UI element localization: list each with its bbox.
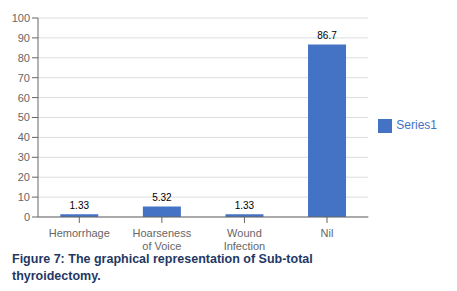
html-text:Series1: Series1	[396, 118, 437, 133]
html-text:thyroidectomy.: thyroidectomy.	[12, 269, 101, 283]
svg-text:20: 20	[18, 171, 30, 183]
svg-text:86.7: 86.7	[317, 30, 337, 41]
svg-text:100: 100	[12, 12, 30, 24]
svg-text:Hemorrhage: Hemorrhage	[49, 227, 110, 239]
svg-text:WoundInfection: WoundInfection	[224, 227, 266, 251]
svg-text:40: 40	[18, 131, 30, 143]
svg-text:Nil: Nil	[321, 227, 334, 239]
svg-text:Hoarsenessof Voice: Hoarsenessof Voice	[133, 227, 192, 251]
svg-text:5.32: 5.32	[152, 192, 172, 203]
svg-text:30: 30	[18, 151, 30, 163]
svg-text:1.33: 1.33	[235, 200, 255, 211]
svg-text:90: 90	[18, 32, 30, 44]
svg-text:10: 10	[18, 191, 30, 203]
svg-text:70: 70	[18, 72, 30, 84]
svg-text:0: 0	[24, 211, 30, 223]
svg-text:1.33: 1.33	[70, 200, 90, 211]
html-text:Figure 7: The graphical repres: Figure 7: The graphical representation o…	[12, 252, 313, 266]
svg-text:50: 50	[18, 111, 30, 123]
svg-text:80: 80	[18, 52, 30, 64]
svg-text:60: 60	[18, 92, 30, 104]
